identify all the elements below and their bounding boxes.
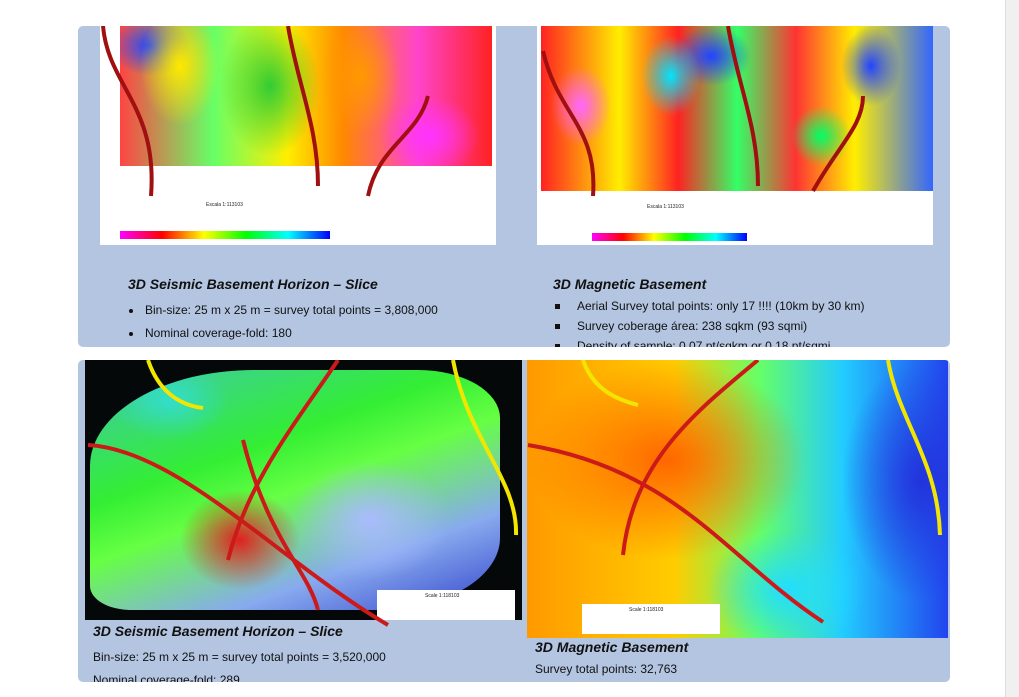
slide-heading: 3D Seismic Basement Horizon – Slice: [93, 623, 343, 639]
bullet: Nominal coverage-fold: 180: [129, 326, 292, 340]
color-bar: [120, 231, 330, 239]
slide-heading: 3D Seismic Basement Horizon – Slice: [128, 276, 378, 292]
bullet: Bin-size: 25 m x 25 m = survey total poi…: [129, 303, 438, 317]
scale-label: Escala 1:113103: [647, 204, 684, 210]
heatmap: [90, 370, 500, 610]
arrows: [101, 26, 865, 197]
bullet: Survey coberage área: 238 sqkm (93 sqmi): [554, 319, 808, 333]
color-bar: [592, 233, 747, 241]
scale-box: [582, 604, 720, 634]
heatmap: [541, 26, 933, 191]
text-line: Nominal coverage-fold: 289: [93, 673, 240, 682]
magnetic-map: Escala 1:113103: [537, 26, 933, 245]
slide-heading: 3D Magnetic Basement: [535, 639, 689, 655]
arrows: [87, 360, 942, 627]
bullet: Aerial Survey total points: only 17 !!!!…: [554, 299, 865, 313]
scrollbar[interactable]: [1005, 0, 1019, 697]
text-line: Survey total points: 32,763: [535, 662, 678, 676]
slide: Scale 1:118103 Scale 1:118103 3D Seismic…: [78, 360, 950, 682]
scale-label: Escala 1:113103: [206, 202, 243, 208]
scale-label: Scale 1:118103: [629, 607, 664, 613]
scale-label: Scale 1:118103: [425, 593, 460, 599]
text-line: Bin-size: 25 m x 25 m = survey total poi…: [93, 650, 386, 664]
scale-box: [377, 590, 515, 620]
magnetic-map: Scale 1:118103: [527, 360, 948, 638]
bullet: Density of sample: 0.07 pt/sqkm or 0.18 …: [554, 339, 830, 347]
slide: Escala 1:113103 Escala 1:113103 3D Seism…: [78, 26, 950, 347]
slide-heading: 3D Magnetic Basement: [553, 276, 707, 292]
